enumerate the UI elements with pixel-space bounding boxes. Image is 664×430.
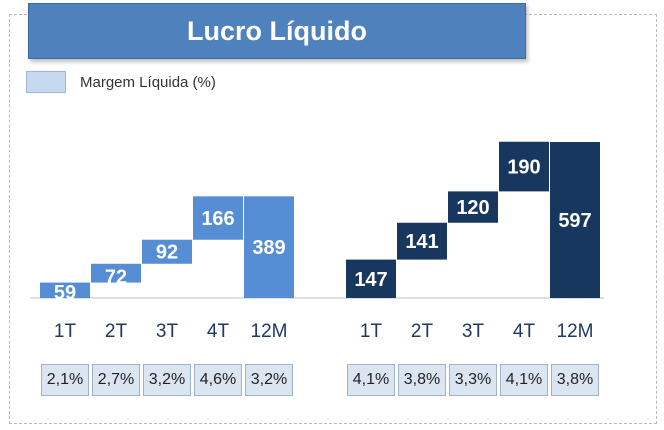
tick-label-left-2T: 2T xyxy=(105,321,128,342)
data-label-right-4T: 190 xyxy=(507,157,540,179)
margin-value-right-12M: 3,8% xyxy=(551,364,599,396)
legend: Margem Líquida (%) xyxy=(26,70,216,94)
legend-swatch xyxy=(26,71,66,93)
margin-row: 2,1% 2,7% 3,2% 4,6% 3,2% 4,1% 3,8% 3,3% 4,1% 3,8% xyxy=(0,364,664,398)
data-label-right-2T: 141 xyxy=(405,231,438,253)
bar-left-4T xyxy=(193,196,243,240)
bar-right-1T xyxy=(346,259,396,298)
margin-value-left-4T: 4,6% xyxy=(194,364,242,396)
bar-left-3T xyxy=(142,239,192,264)
bar-right-12M xyxy=(550,142,600,298)
data-label-right-1T: 147 xyxy=(354,269,387,291)
bar-right-2T xyxy=(397,222,447,260)
legend-label: Margem Líquida (%) xyxy=(80,73,216,91)
tick-label-right-1T: 1T xyxy=(360,321,383,342)
margin-value-right-1T: 4,1% xyxy=(347,364,395,396)
chart-title: Lucro Líquido xyxy=(28,3,526,59)
tick-label-right-3T: 3T xyxy=(462,321,485,342)
margin-value-left-3T: 3,2% xyxy=(143,364,191,396)
tick-label-right-4T: 4T xyxy=(513,321,536,342)
margin-value-right-2T: 3,8% xyxy=(398,364,446,396)
bar-left-2T xyxy=(91,263,141,283)
margin-value-right-3T: 3,3% xyxy=(449,364,497,396)
tick-label-left-4T: 4T xyxy=(207,321,230,342)
data-label-left-4T: 166 xyxy=(201,208,234,230)
data-label-left-1T: 59 xyxy=(54,282,76,304)
data-label-left-3T: 92 xyxy=(156,242,178,264)
bar-left-12M xyxy=(244,196,294,298)
bar-right-3T xyxy=(448,191,498,223)
tick-label-right-12M: 12M xyxy=(557,321,594,342)
tick-label-right-2T: 2T xyxy=(411,321,434,342)
bar-right-4T xyxy=(499,141,549,192)
margin-value-left-2T: 2,7% xyxy=(92,364,140,396)
tick-label-left-12M: 12M xyxy=(251,321,288,342)
data-label-left-2T: 72 xyxy=(105,267,127,289)
data-label-left-12M: 389 xyxy=(252,237,285,259)
data-label-right-12M: 597 xyxy=(558,210,591,232)
margin-value-left-12M: 3,2% xyxy=(245,364,293,396)
margin-value-left-1T: 2,1% xyxy=(41,364,89,396)
data-label-right-3T: 120 xyxy=(456,197,489,219)
tick-label-left-1T: 1T xyxy=(54,321,77,342)
tick-label-left-3T: 3T xyxy=(156,321,179,342)
bar-left-1T xyxy=(40,282,90,298)
margin-value-right-4T: 4,1% xyxy=(500,364,548,396)
